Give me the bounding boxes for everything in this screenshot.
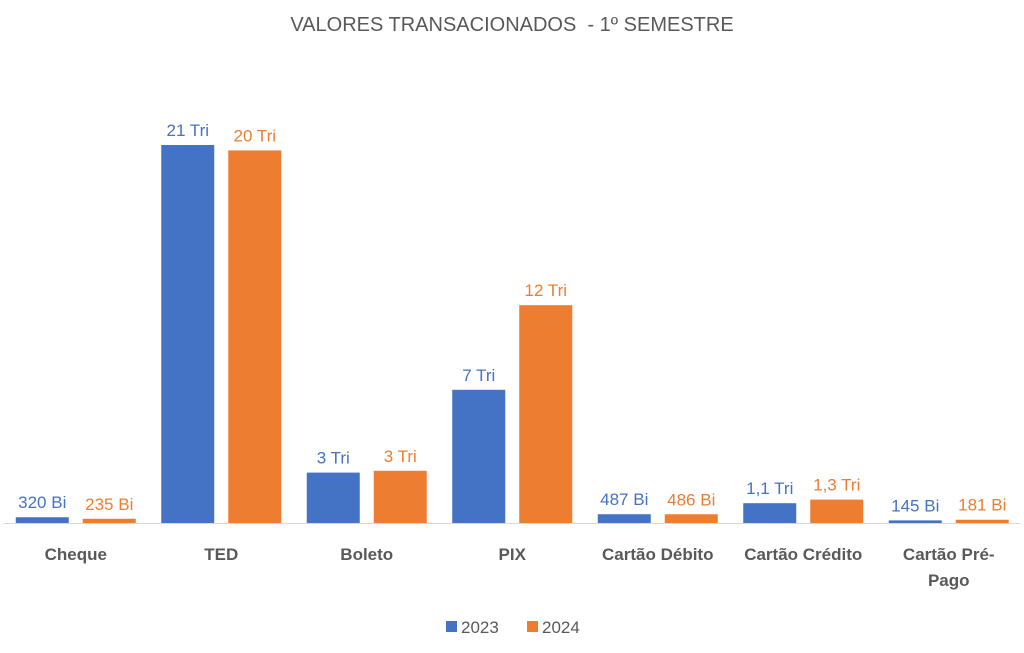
data-label: 1,3 Tri [813, 476, 860, 495]
data-label: 1,1 Tri [746, 479, 793, 498]
data-label: 20 Tri [233, 126, 276, 145]
data-label: 21 Tri [166, 121, 209, 140]
data-label: 7 Tri [462, 366, 495, 385]
category-label: PIX [499, 545, 527, 564]
bar-2024-4 [664, 514, 718, 523]
category-label: Cartão Crédito [744, 545, 862, 564]
bar-2024-1 [228, 150, 282, 523]
category-label: Cheque [45, 545, 107, 564]
data-label: 486 Bi [667, 490, 715, 509]
legend: 2023 2024 [446, 618, 580, 637]
bar-2023-5 [743, 503, 797, 523]
category-label: Cartão Débito [602, 545, 713, 564]
data-label: 12 Tri [524, 281, 567, 300]
legend-swatch-2024 [527, 621, 538, 632]
x-axis-labels: Cheque TED Boleto PIX Cartão Débito Cartão Cr… [45, 545, 995, 590]
legend-label: 2024 [542, 618, 580, 637]
bar-2023-0 [15, 517, 69, 523]
data-label: 235 Bi [85, 495, 133, 514]
data-label: 3 Tri [384, 447, 417, 466]
bar-2024-3 [519, 305, 573, 523]
bar-2024-0 [82, 518, 136, 523]
bar-2023-2 [306, 472, 360, 523]
data-label: 320 Bi [18, 493, 66, 512]
category-label: Boleto [340, 545, 393, 564]
data-label: 3 Tri [317, 449, 350, 468]
bar-2023-4 [597, 514, 651, 523]
bar-2024-5 [810, 499, 864, 523]
bar-2023-1 [161, 145, 215, 523]
category-label: TED [204, 545, 238, 564]
category-label: Cartão Pré-Pago [903, 545, 995, 590]
data-label: 181 Bi [958, 496, 1006, 515]
bar-2024-6 [955, 519, 1009, 523]
chart-title: VALORES TRANSACIONADOS - 1º SEMESTRE [290, 14, 733, 36]
legend-swatch-2023 [446, 621, 457, 632]
bar-2024-2 [373, 470, 427, 523]
data-label: 487 Bi [600, 490, 648, 509]
plot-area: 320 Bi 235 Bi 21 Tri 20 Tri 3 Tri 3 Tri 7 Tri 1… [15, 121, 1009, 523]
data-label: 145 Bi [891, 496, 939, 515]
bar-2023-6 [888, 520, 942, 523]
legend-label: 2023 [461, 618, 499, 637]
bar-2023-3 [452, 389, 506, 523]
